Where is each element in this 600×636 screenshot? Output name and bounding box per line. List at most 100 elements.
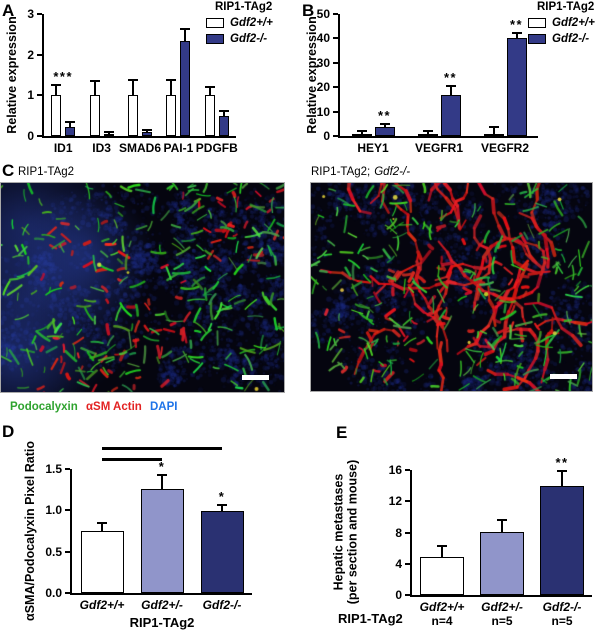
y-axis-tick — [333, 13, 338, 15]
legend-item-knockout: Gdf2-/- — [206, 33, 273, 45]
plot-area-e: 0 4 8 12 16 Gdf2+/+ n=4 Gdf2+/- n=5 Gdf2-/- n=5 ** — [389, 455, 592, 628]
legend-label-knockout: Gdf2-/- — [552, 33, 590, 45]
chart-panel-e: Hepatic metastases (per section and mous… — [300, 420, 600, 636]
y-tick-label: 0.5 — [45, 544, 62, 559]
panel-label-e: E — [336, 423, 348, 442]
y-axis-tick — [405, 500, 410, 503]
error-bar-cap — [511, 31, 522, 34]
y-tick-label: 0.0 — [45, 586, 62, 600]
micrograph-title-right-prefix: RIP1-TAg2; — [311, 166, 371, 178]
category-label: Gdf2-/- — [542, 600, 582, 614]
scale-bar — [242, 375, 269, 380]
y-tick-label: 3 — [27, 7, 34, 21]
bar-SMAD6-Gdf2+/+ — [128, 95, 138, 136]
error-bar — [208, 88, 211, 98]
micrograph-title-left-text: RIP1-TAg2 — [18, 166, 75, 178]
category-label: ID3 — [92, 141, 111, 155]
comparison-line — [102, 458, 162, 461]
significance-annotation: *** — [53, 69, 74, 85]
y-axis-tick — [333, 135, 338, 137]
bar-HEY1-Gdf2+/+ — [351, 133, 372, 136]
significance-annotation: ** — [509, 16, 524, 32]
y-tick-label: 1 — [27, 88, 34, 103]
y-tick-label: 16 — [388, 463, 402, 477]
bar-PDGFB-Gdf2-/- — [218, 115, 229, 136]
legend-title-a: RIP1-TAg2 — [215, 1, 273, 13]
bar-SMAD6-Gdf2-/- — [142, 132, 152, 136]
bar-PAI-1-Gdf2-/- — [180, 41, 191, 136]
error-bar-cap — [437, 544, 447, 547]
legend-item-wildtype: Gdf2+/+ — [528, 17, 595, 29]
significance-annotation: ** — [555, 455, 569, 471]
category-label: VEGFR1 — [414, 141, 463, 155]
category-label: VEGFR2 — [480, 141, 529, 155]
error-bar — [441, 546, 443, 559]
plot-area-a: 0 1 2 3 ID1 ID3 SMAD6 PAI-1 PDGFB *** — [27, 7, 237, 155]
category-label: PDGFB — [195, 141, 238, 155]
category-label: Gdf2+/- — [141, 598, 183, 612]
micrograph-rip1-tag2-gdf2-ko — [310, 182, 593, 392]
bar-VEGFR1-Gdf2-/- — [440, 94, 461, 136]
legend-swatch-knockout — [528, 34, 546, 44]
y-tick-label: 1.0 — [45, 503, 62, 518]
error-bar-cap — [97, 522, 107, 525]
category-label: ID1 — [53, 141, 73, 155]
legend-b: RIP1-TAg2 Gdf2+/+ Gdf2-/- — [528, 1, 595, 45]
bar-ID1-Gdf2+/+ — [51, 95, 62, 136]
error-bar-cap — [142, 129, 152, 132]
y-axis-tick — [405, 469, 410, 471]
error-bar-cap — [103, 130, 114, 133]
category-label: PAI-1 — [163, 141, 194, 155]
y-tick-label: 8 — [395, 525, 402, 540]
error-bar — [501, 520, 503, 534]
significance-annotation: * — [218, 489, 226, 505]
y-tick-label: 0 — [323, 129, 330, 143]
bar-Gdf2-/- — [540, 485, 584, 595]
error-bar — [184, 29, 187, 44]
error-bar — [69, 123, 72, 130]
error-bar — [101, 524, 103, 533]
y-axis-tick — [333, 110, 338, 113]
y-axis-tick — [37, 94, 42, 97]
y-axis-tick — [65, 509, 70, 512]
bar-Gdf2+/+ — [80, 531, 124, 593]
y-tick-label: 1.5 — [45, 462, 62, 476]
error-bar-cap — [204, 86, 215, 89]
bar-Gdf2+/- — [140, 488, 184, 593]
bar-ID1-Gdf2-/- — [65, 127, 76, 136]
error-bar-cap — [180, 27, 191, 30]
panel-label-b: B — [302, 1, 315, 20]
bar-ID3-Gdf2+/+ — [89, 95, 100, 136]
panel-label-a: A — [2, 1, 15, 20]
y-tick-label: 50 — [316, 7, 330, 21]
comparison-line — [102, 447, 222, 450]
error-bar-cap — [557, 470, 567, 473]
error-bar — [222, 112, 225, 118]
bar-ID3-Gdf2-/- — [103, 133, 114, 136]
y-axis-tick — [37, 13, 42, 15]
y-axis-tick — [333, 86, 338, 89]
chart-panel-a: Relative expression 0 1 2 3 ID1 ID3 SMAD6 PAI-1… — [0, 0, 300, 160]
category-label: Gdf2-/- — [202, 598, 242, 612]
y-tick-label: 30 — [316, 55, 330, 70]
error-bar-cap — [497, 518, 507, 521]
bar-PAI-1-Gdf2+/+ — [166, 95, 177, 136]
legend-swatch-wildtype — [528, 18, 546, 28]
y-tick-label: 0 — [27, 129, 34, 143]
stain-asm-actin: αSM Actin — [85, 401, 142, 413]
error-bar-cap — [89, 79, 100, 82]
y-axis-label-e-line2: (per section and mouse) — [346, 459, 360, 605]
micrograph-title-right-genotype: Gdf2-/- — [374, 166, 411, 178]
plot-area-b: 0 10 20 30 40 50 HEY1 VEGFR1 VEGFR2 ** ** ** — [317, 7, 538, 155]
category-label: HEY1 — [357, 141, 389, 155]
y-axis-tick — [405, 562, 410, 565]
y-tick-label: 4 — [395, 556, 402, 571]
error-bar-cap — [218, 110, 229, 113]
category-label: Gdf2+/- — [481, 600, 523, 614]
micrograph-title-right: RIP1-TAg2; Gdf2-/- — [311, 166, 410, 178]
y-axis-tick — [405, 594, 410, 596]
error-bar — [170, 80, 173, 98]
y-tick-label: 40 — [316, 31, 330, 46]
y-axis-label-a: Relative expression — [4, 16, 19, 134]
bar-HEY1-Gdf2-/- — [374, 126, 395, 136]
